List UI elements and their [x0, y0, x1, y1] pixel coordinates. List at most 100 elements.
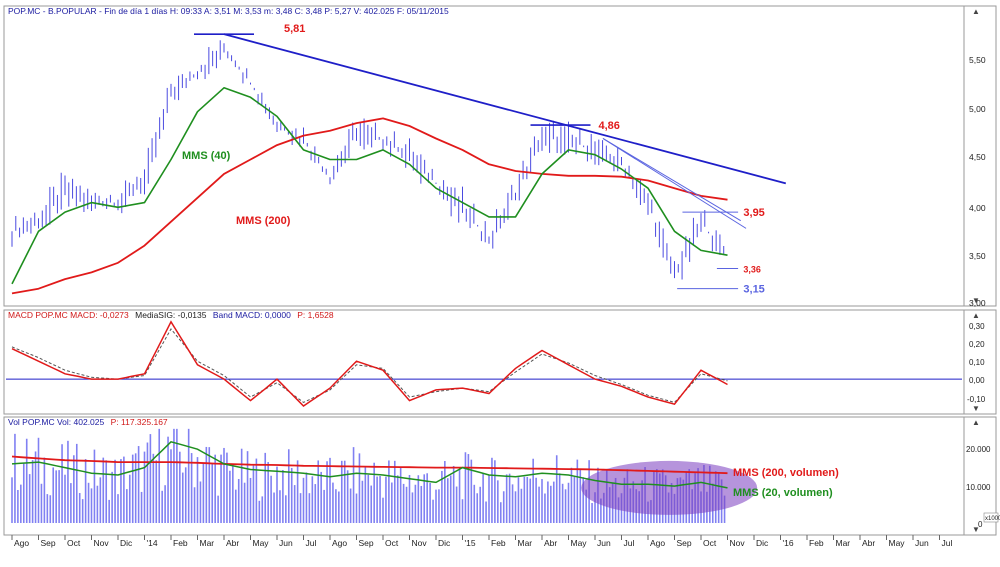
x-tick-label: Feb	[173, 538, 188, 548]
x-tick-label: '14	[147, 538, 158, 548]
x-tick-label: Jun	[279, 538, 293, 548]
macd-tick: 0,20	[969, 340, 985, 349]
label-mms40: MMS (40)	[182, 150, 231, 162]
price-layer: 5,81 4,86 3,95 3,36 3,15 MMS (40) MMS (200)	[11, 23, 787, 296]
macd-tick: 0,10	[969, 358, 985, 367]
x-tick-label: May	[253, 538, 270, 548]
price-tick: 3,00	[969, 298, 986, 308]
x-tick-label: Sep	[677, 538, 692, 548]
price-tick: 4,00	[969, 203, 986, 213]
x-tick-label: Abr	[862, 538, 875, 548]
macd-scroll-down-icon[interactable]: ▼	[972, 404, 980, 413]
price-tick: 5,00	[969, 104, 986, 114]
macd-scroll-up-icon[interactable]: ▲	[972, 311, 980, 320]
x-tick-label: Sep	[359, 538, 374, 548]
x-tick-label: Dic	[120, 538, 133, 548]
macd-tick: 0,30	[969, 322, 985, 331]
volume-ticks: 0 10.000 20.000 x1000	[966, 445, 1000, 529]
resistance-trendline	[223, 33, 787, 185]
x-tick-label: '16	[783, 538, 794, 548]
x-tick-label: Jul	[624, 538, 635, 548]
mms40-line	[11, 87, 728, 285]
x-tick-label: Mar	[200, 538, 215, 548]
x-tick-label: Oct	[703, 538, 717, 548]
macd-tick: -0,10	[967, 395, 986, 404]
x-tick-label: Nov	[412, 538, 428, 548]
vol-mms20-line	[11, 440, 728, 489]
label-vol-mms200: MMS (200, volumen)	[733, 467, 839, 479]
volume-header-p: P: 117.325.167	[111, 417, 168, 427]
macd-header-signal: MediaSIG: -0,0135	[135, 310, 207, 320]
label-336: 3,36	[743, 265, 761, 275]
x-tick-label: Feb	[809, 538, 824, 548]
x-axis: Ago Sep Oct Nov Dic '14 Feb Mar Abr May Jun Jul Ago S…	[11, 535, 953, 548]
x-tick-label: Oct	[385, 538, 399, 548]
scroll-up-icon[interactable]: ▲	[972, 7, 980, 16]
volume-layer: MMS (200, volumen) MMS (20, volumen)	[11, 428, 839, 523]
x-tick-label: Nov	[730, 538, 746, 548]
price-tick: 5,50	[969, 55, 986, 65]
unit-box	[983, 512, 999, 523]
x-tick-label: Dic	[438, 538, 451, 548]
volume-panel	[3, 416, 965, 536]
price-panel	[3, 5, 965, 307]
label-581: 5,81	[284, 23, 305, 35]
highlight-ellipse	[581, 460, 758, 515]
volume-unit: x1000	[985, 516, 1000, 522]
label-395: 3,95	[743, 207, 764, 219]
short-trendline	[602, 138, 742, 222]
macd-axis	[963, 309, 997, 415]
x-tick-label: May	[889, 538, 906, 548]
label-486: 4,86	[599, 120, 620, 132]
macd-line	[11, 320, 728, 407]
label-mms200: MMS (200)	[236, 215, 291, 227]
x-tick-label: Mar	[518, 538, 533, 548]
x-tick-label: Dic	[756, 538, 769, 548]
price-tick: 4,50	[969, 152, 986, 162]
macd-header: MACD POP.MC MACD: -0,0273 MediaSIG: -0,0…	[8, 310, 334, 320]
volume-header-blue: Vol POP.MC Vol: 402.025	[8, 417, 105, 427]
macd-signal-line	[11, 328, 728, 403]
x-tick-label: Jul	[306, 538, 317, 548]
volume-tick: 20.000	[966, 445, 991, 454]
label-vol-mms20: MMS (20, volumen)	[733, 487, 833, 499]
x-tick-label: Sep	[41, 538, 56, 548]
x-tick-label: Abr	[544, 538, 557, 548]
short-trendline-2	[602, 138, 747, 229]
scroll-down-icon[interactable]: ▼	[972, 296, 980, 305]
vol-scroll-up-icon[interactable]: ▲	[972, 418, 980, 427]
x-tick-label: Mar	[836, 538, 851, 548]
vol-mms200-line	[11, 455, 728, 475]
price-axis	[963, 5, 997, 307]
macd-ticks: -0,10 0,00 0,10 0,20 0,30	[967, 322, 986, 404]
x-tick-label: '15	[465, 538, 476, 548]
x-tick-label: Jun	[915, 538, 929, 548]
x-tick-label: Ago	[650, 538, 665, 548]
macd-header-p: P: 1,6528	[297, 310, 334, 320]
volume-tick: 10.000	[966, 483, 991, 492]
x-tick-label: Nov	[94, 538, 110, 548]
macd-header-red: MACD POP.MC MACD: -0,0273	[8, 310, 129, 320]
macd-layer	[6, 320, 962, 407]
volume-tick: 0	[978, 520, 983, 529]
volume-header: Vol POP.MC Vol: 402.025 P: 117.325.167	[8, 417, 168, 427]
mms200-line	[11, 117, 728, 295]
x-tick-label: May	[571, 538, 588, 548]
x-tick-label: Ago	[14, 538, 29, 548]
x-tick-label: Abr	[226, 538, 239, 548]
price-tick: 3,50	[969, 251, 986, 261]
x-tick-label: Oct	[67, 538, 81, 548]
price-ticks: 3,00 3,50 4,00 4,50 5,00 5,50	[969, 55, 986, 308]
x-tick-label: Ago	[332, 538, 347, 548]
label-315: 3,15	[743, 284, 764, 296]
x-tick-label: Jul	[942, 538, 953, 548]
macd-tick: 0,00	[969, 376, 985, 385]
macd-panel	[3, 309, 965, 415]
macd-header-band: Band MACD: 0,0000	[213, 310, 291, 320]
x-tick-label: Jun	[597, 538, 611, 548]
vol-scroll-down-icon[interactable]: ▼	[972, 525, 980, 534]
x-tick-label: Feb	[491, 538, 506, 548]
price-header: POP.MC - B.POPULAR - Fin de día 1 días H…	[8, 6, 449, 16]
